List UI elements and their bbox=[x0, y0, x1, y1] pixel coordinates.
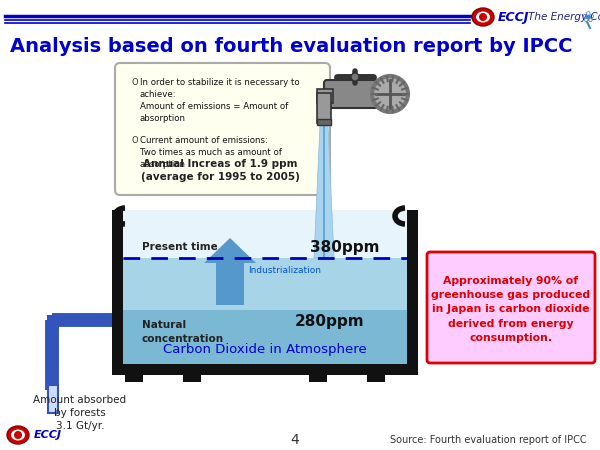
Text: Industrialization: Industrialization bbox=[248, 266, 321, 275]
Ellipse shape bbox=[476, 12, 490, 22]
Bar bbox=[216, 253, 244, 305]
Ellipse shape bbox=[11, 429, 25, 441]
Circle shape bbox=[14, 431, 22, 439]
Text: O: O bbox=[132, 78, 139, 87]
Bar bbox=[367, 364, 385, 382]
Text: Natural
concentration: Natural concentration bbox=[142, 320, 224, 344]
Bar bbox=[123, 310, 407, 364]
Bar bbox=[309, 364, 327, 382]
Bar bbox=[112, 364, 418, 375]
Text: Source: Fourth evaluation report of IPCC: Source: Fourth evaluation report of IPCC bbox=[390, 435, 587, 445]
Text: Approximately 90% of
greenhouse gas produced
in Japan is carbon dioxide
derived : Approximately 90% of greenhouse gas prod… bbox=[431, 276, 590, 343]
FancyBboxPatch shape bbox=[115, 63, 330, 195]
Polygon shape bbox=[204, 238, 256, 263]
Bar bbox=[183, 364, 201, 382]
Ellipse shape bbox=[7, 426, 29, 444]
Bar bbox=[125, 364, 143, 382]
Text: Carbon Dioxide in Atmosphere: Carbon Dioxide in Atmosphere bbox=[163, 343, 367, 356]
Text: In order to stabilize it is necessary to
achieve:
Amount of emissions = Amount o: In order to stabilize it is necessary to… bbox=[140, 78, 299, 123]
Text: 380ppm: 380ppm bbox=[310, 240, 380, 255]
Ellipse shape bbox=[472, 8, 494, 26]
Polygon shape bbox=[314, 125, 334, 258]
Text: ECCJ: ECCJ bbox=[34, 430, 62, 440]
Text: Present time: Present time bbox=[142, 242, 218, 252]
Text: Annual Increas of 1.9 ppm
(average for 1995 to 2005): Annual Increas of 1.9 ppm (average for 1… bbox=[140, 159, 299, 182]
Text: The Energy Conservation Center Japan: The Energy Conservation Center Japan bbox=[528, 12, 600, 22]
Text: 4: 4 bbox=[290, 433, 299, 447]
FancyBboxPatch shape bbox=[427, 252, 595, 363]
Text: ECCJ: ECCJ bbox=[498, 10, 529, 23]
Bar bbox=[123, 258, 407, 364]
Text: O: O bbox=[132, 136, 139, 145]
Bar bbox=[317, 89, 333, 103]
Bar bbox=[112, 210, 123, 375]
Circle shape bbox=[479, 13, 487, 21]
Text: Amount absorbed
by forests
3.1 Gt/yr.: Amount absorbed by forests 3.1 Gt/yr. bbox=[34, 395, 127, 432]
Bar bbox=[317, 93, 331, 123]
Bar bbox=[123, 210, 407, 258]
Text: Current amount of emissions:
Two times as much as amount of
absorption: Current amount of emissions: Two times a… bbox=[140, 136, 282, 169]
Text: 280ppm: 280ppm bbox=[295, 314, 365, 329]
Text: ❀: ❀ bbox=[581, 10, 595, 25]
Bar bbox=[407, 210, 418, 375]
Bar bbox=[317, 119, 331, 125]
Circle shape bbox=[351, 73, 359, 81]
Text: Analysis based on fourth evaluation report by IPCC: Analysis based on fourth evaluation repo… bbox=[10, 37, 572, 57]
Bar bbox=[47, 315, 57, 325]
FancyBboxPatch shape bbox=[324, 80, 378, 108]
Bar bbox=[48, 385, 58, 413]
Circle shape bbox=[372, 76, 408, 112]
